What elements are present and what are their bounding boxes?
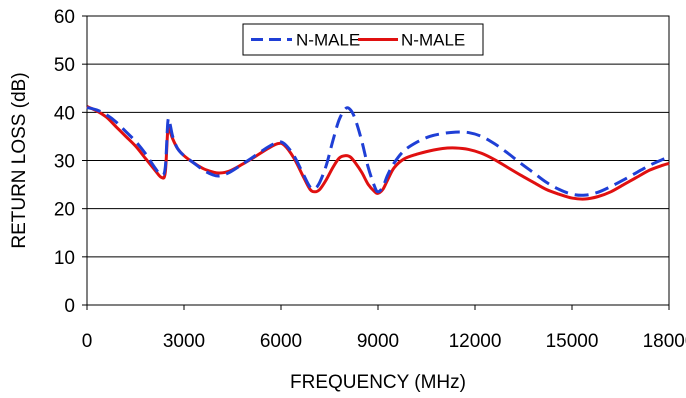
x-tick-label: 18000 xyxy=(643,331,686,352)
y-tick-label: 20 xyxy=(54,200,75,221)
y-tick-label: 10 xyxy=(54,248,75,269)
y-tick-label: 50 xyxy=(54,55,75,76)
x-tick-label: 0 xyxy=(82,331,93,352)
x-tick-labels: 0 3000 6000 9000 12000 15000 18000 xyxy=(82,331,686,352)
grid-lines xyxy=(87,63,669,258)
series-line-n-male-solid xyxy=(86,105,670,201)
y-tick-label: 0 xyxy=(64,296,75,317)
series-line-n-male-dashed xyxy=(86,106,670,197)
y-axis-title: RETURN LOSS (dB) xyxy=(9,72,30,248)
tick-marks xyxy=(82,15,670,310)
x-axis-title: FREQUENCY (MHz) xyxy=(290,372,466,393)
x-tick-label: 3000 xyxy=(163,331,205,352)
y-tick-label: 60 xyxy=(54,7,75,28)
legend-label: N-MALE xyxy=(401,31,465,50)
x-tick-label: 12000 xyxy=(449,331,502,352)
x-tick-label: 9000 xyxy=(357,331,399,352)
y-tick-labels: 0 10 20 30 40 50 60 xyxy=(54,7,75,317)
x-tick-label: 6000 xyxy=(260,331,302,352)
x-tick-label: 15000 xyxy=(546,331,599,352)
y-tick-label: 40 xyxy=(54,103,75,124)
legend-label: N-MALE xyxy=(296,31,360,50)
y-tick-label: 30 xyxy=(54,152,75,173)
series-lines xyxy=(86,105,670,201)
legend: N-MALE N-MALE xyxy=(242,23,484,56)
